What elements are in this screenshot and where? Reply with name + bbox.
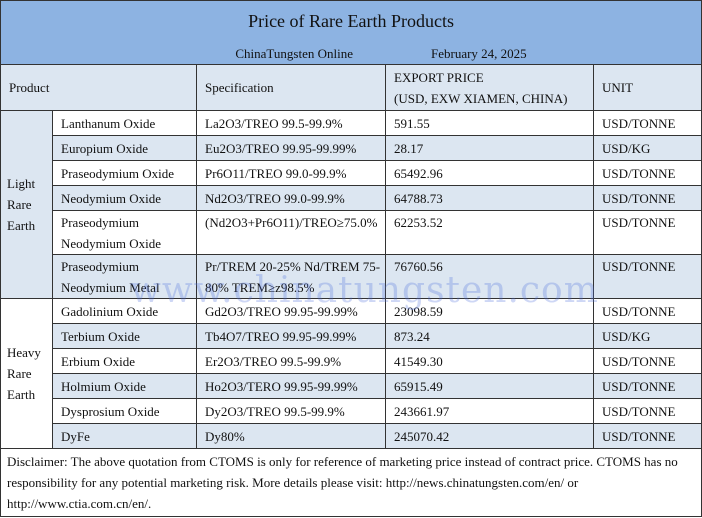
cell-spec: Eu2O3/TREO 99.95-99.99% bbox=[196, 135, 386, 161]
cell-price: 64788.73 bbox=[385, 185, 594, 211]
header-specification: Specification bbox=[196, 64, 386, 111]
cell-spec: Dy80% bbox=[196, 423, 386, 449]
cell-unit: USD/TONNE bbox=[592, 210, 702, 255]
cell-price: 76760.56 bbox=[385, 254, 594, 299]
header-price-line1: EXPORT PRICE bbox=[394, 69, 484, 85]
group-light: Light Rare Earth bbox=[0, 110, 53, 299]
cell-product: Europium Oxide bbox=[52, 135, 197, 161]
cell-unit: USD/TONNE bbox=[592, 423, 702, 449]
cell-unit: USD/TONNE bbox=[592, 298, 702, 324]
cell-price: 28.17 bbox=[385, 135, 594, 161]
cell-product: Gadolinium Oxide bbox=[52, 298, 197, 324]
cell-product: Lanthanum Oxide bbox=[52, 110, 197, 136]
table-row: Praseodymium Neodymium Oxide (Nd2O3+Pr6O1… bbox=[1, 210, 702, 255]
date: February 24, 2025 bbox=[430, 45, 527, 61]
source: ChinaTungsten Online bbox=[235, 45, 353, 61]
table-row: Holmium Oxide Ho2O3/TERO 99.95-99.99% 6591… bbox=[1, 373, 702, 399]
cell-price: 245070.42 bbox=[385, 423, 594, 449]
cell-spec: Tb4O7/TREO 99.95-99.99% bbox=[196, 323, 386, 349]
table-row: Heavy Rare Earth Gadolinium Oxide Gd2O3/TR… bbox=[0, 298, 702, 449]
cell-spec: Gd2O3/TREO 99.95-99.99% bbox=[196, 298, 386, 324]
header-price: EXPORT PRICE (USD, EXW XIAMEN, CHINA) bbox=[385, 64, 594, 111]
group-heavy: Heavy Rare Earth bbox=[0, 298, 53, 449]
cell-price: 873.24 bbox=[385, 323, 594, 349]
cell-price: 65915.49 bbox=[385, 373, 594, 399]
cell-product: Terbium Oxide bbox=[52, 323, 197, 349]
cell-price: 65492.96 bbox=[385, 160, 594, 186]
cell-unit: USD/TONNE bbox=[592, 185, 702, 211]
table-title: Price of Rare Earth Products bbox=[0, 0, 702, 42]
cell-product: Neodymium Oxide bbox=[52, 185, 197, 211]
cell-spec: Nd2O3/TREO 99.0-99.9% bbox=[196, 185, 386, 211]
table-row: Neodymium Oxide Nd2O3/TREO 99.0-99.9% 6478… bbox=[1, 185, 702, 211]
table-row: Praseodymium Oxide Pr6O11/TREO 99.0-99.9%… bbox=[1, 160, 702, 186]
cell-spec: Ho2O3/TERO 99.95-99.99% bbox=[196, 373, 386, 399]
cell-unit: USD/TONNE bbox=[592, 348, 702, 374]
cell-price: 62253.52 bbox=[385, 210, 594, 255]
cell-unit: USD/TONNE bbox=[592, 373, 702, 399]
cell-unit: USD/TONNE bbox=[592, 110, 702, 136]
cell-product: Dysprosium Oxide bbox=[52, 398, 197, 424]
cell-spec: Dy2O3/TREO 99.5-99.9% bbox=[196, 398, 386, 424]
cell-spec: La2O3/TREO 99.5-99.9% bbox=[196, 110, 386, 136]
cell-product: Holmium Oxide bbox=[52, 373, 197, 399]
cell-price: 41549.30 bbox=[385, 348, 594, 374]
cell-spec: (Nd2O3+Pr6O11)/TREO≥75.0% bbox=[196, 210, 386, 255]
cell-unit: USD/TONNE bbox=[592, 160, 702, 186]
cell-unit: USD/TONNE bbox=[592, 254, 702, 299]
cell-spec: Pr/TREM 20-25% Nd/TREM 75-80% TREM≥z98.5… bbox=[196, 254, 386, 299]
table-row: Europium Oxide Eu2O3/TREO 99.95-99.99% 28.… bbox=[1, 135, 702, 161]
cell-price: 591.55 bbox=[385, 110, 594, 136]
cell-price: 243661.97 bbox=[385, 398, 594, 424]
header-price-line2: (USD, EXW XIAMEN, CHINA) bbox=[394, 90, 568, 106]
cell-spec: Er2O3/TREO 99.5-99.9% bbox=[196, 348, 386, 374]
table-row: Light Rare Earth Lanthanum Oxide La2O3/TRE… bbox=[0, 110, 702, 299]
cell-unit: USD/KG bbox=[592, 135, 702, 161]
table-row: DyFe Dy80% 245070.42 USD/TONNE bbox=[1, 423, 702, 449]
table-row: Praseodymium Neodymium Metal Pr/TREM 20-2… bbox=[1, 254, 702, 299]
table-row: Erbium Oxide Er2O3/TREO 99.5-99.9% 41549.3… bbox=[1, 348, 702, 374]
cell-spec: Pr6O11/TREO 99.0-99.9% bbox=[196, 160, 386, 186]
cell-unit: USD/TONNE bbox=[592, 398, 702, 424]
header-product: Product bbox=[0, 64, 197, 111]
disclaimer: Disclaimer: The above quotation from CTO… bbox=[0, 448, 702, 517]
table-row: Dysprosium Oxide Dy2O3/TREO 99.5-99.9% 243… bbox=[1, 398, 702, 424]
cell-unit: USD/KG bbox=[592, 323, 702, 349]
cell-price: 23098.59 bbox=[385, 298, 594, 324]
table-row: Terbium Oxide Tb4O7/TREO 99.95-99.99% 873.… bbox=[1, 323, 702, 349]
subtitle: ChinaTungsten Online February 24, 2025 bbox=[0, 42, 702, 65]
header-unit: UNIT bbox=[592, 64, 702, 111]
cell-product: DyFe bbox=[52, 423, 197, 449]
cell-product: Erbium Oxide bbox=[52, 348, 197, 374]
cell-product: Praseodymium Neodymium Oxide bbox=[52, 210, 197, 255]
cell-product: Praseodymium Neodymium Metal bbox=[52, 254, 197, 299]
cell-product: Praseodymium Oxide bbox=[52, 160, 197, 186]
